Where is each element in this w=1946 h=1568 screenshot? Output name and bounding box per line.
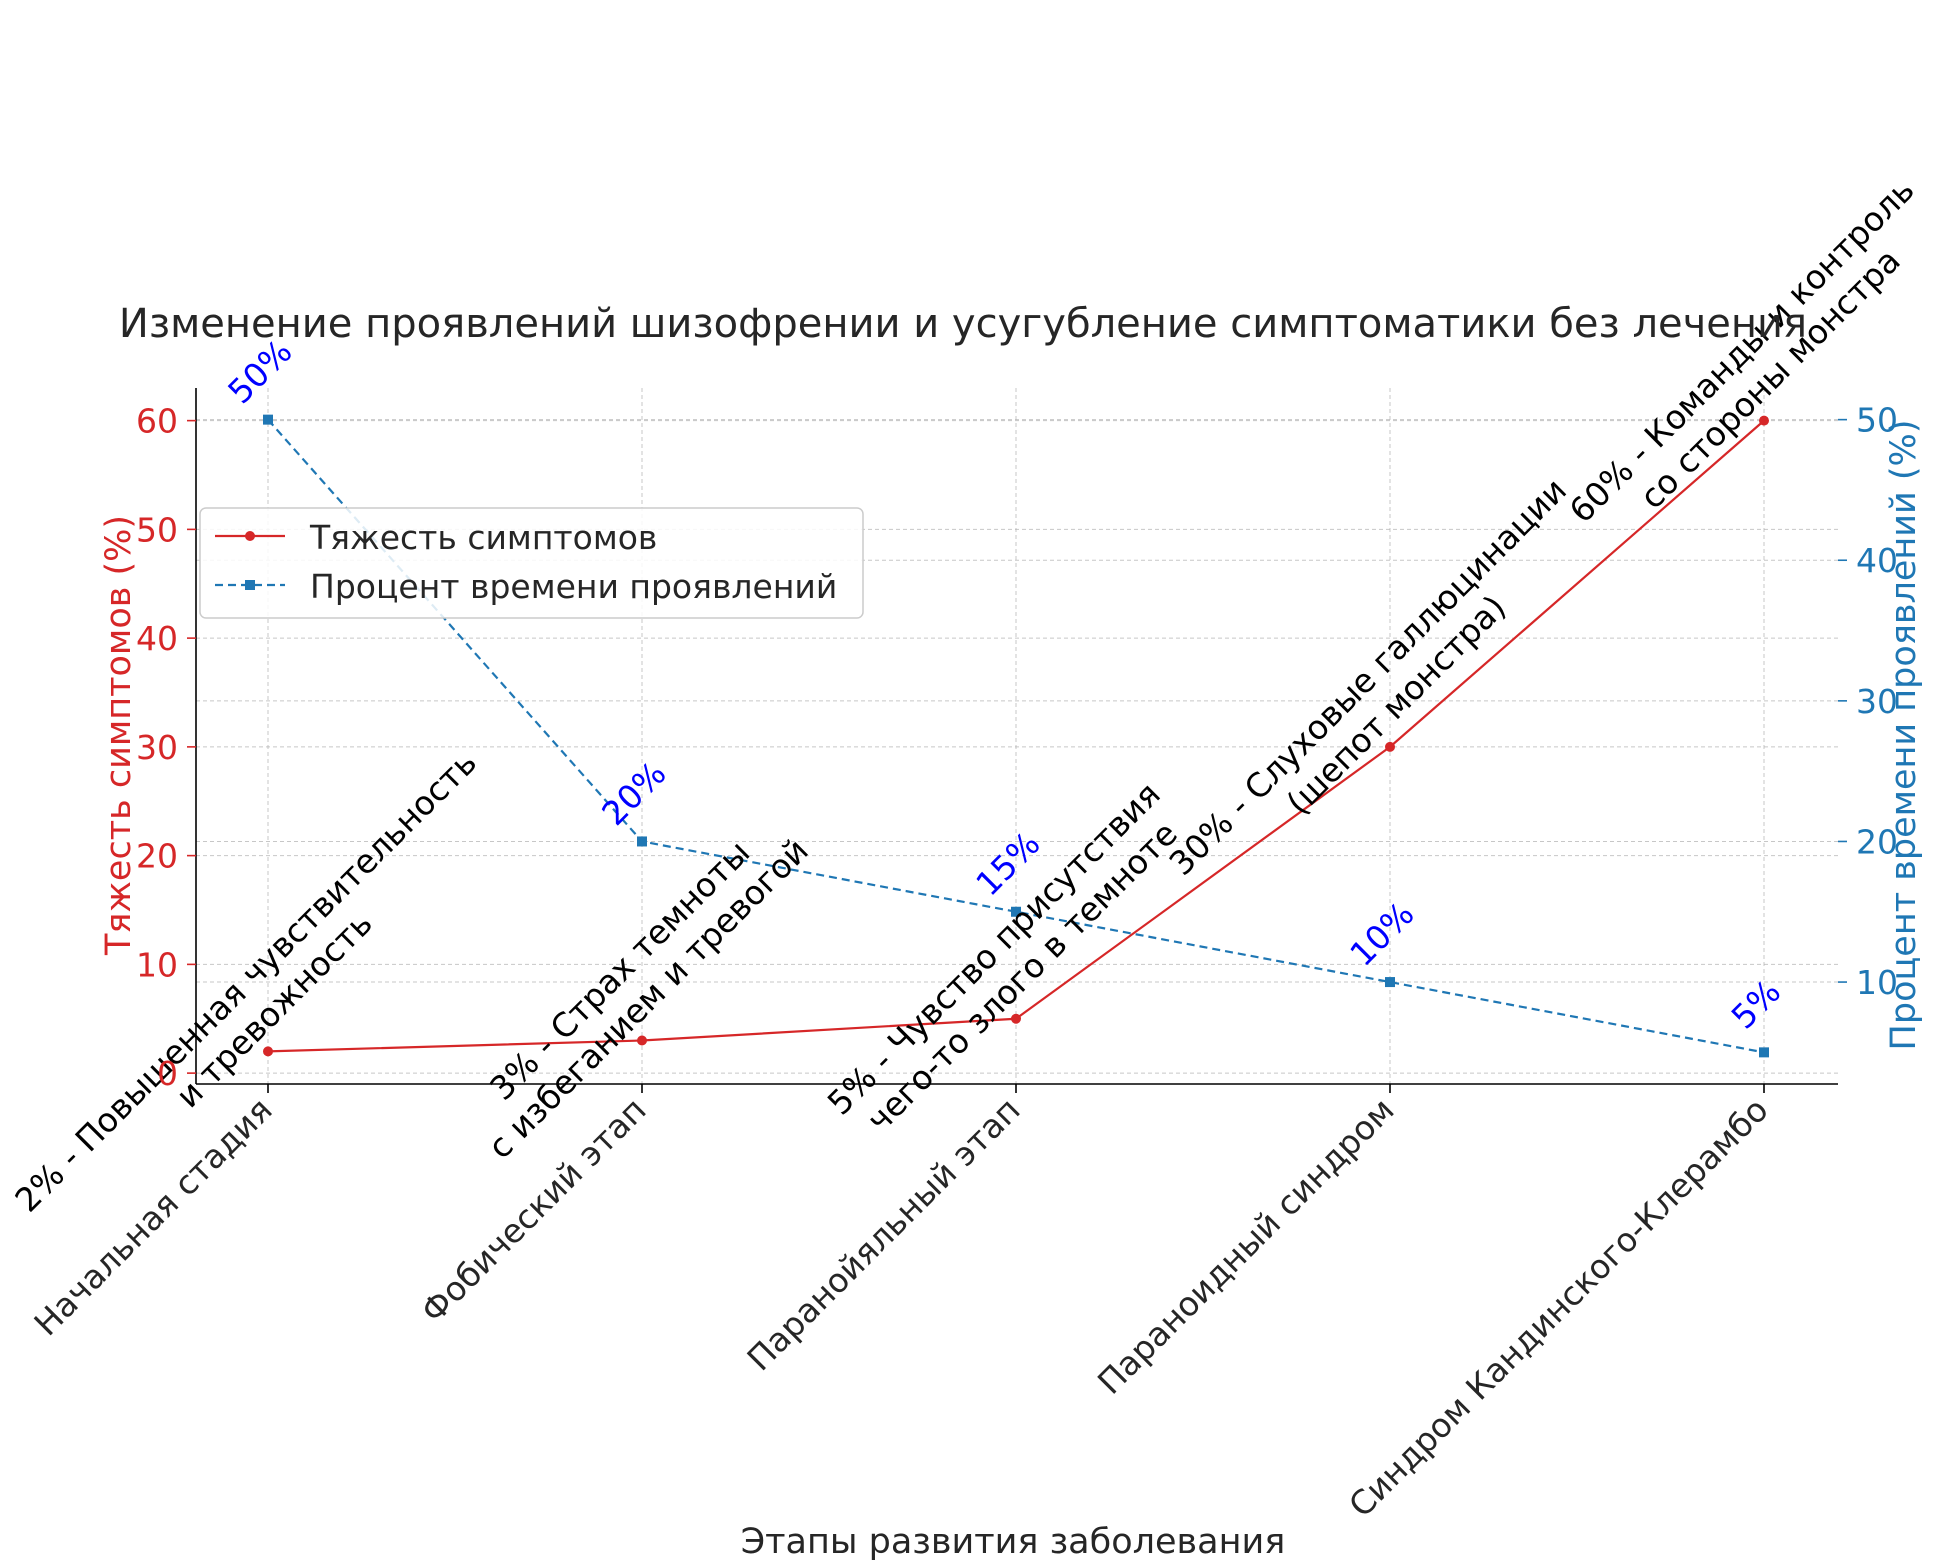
- y-axis-right-label: Процент времени проявлений (%): [1884, 420, 1924, 1051]
- x-tick-label: Синдром Кандинского-Клерамбо: [1341, 1090, 1776, 1525]
- data-point-severity: [637, 1035, 647, 1046]
- grid: [196, 388, 1838, 1084]
- y-left-tick-label: 60: [136, 402, 178, 441]
- legend-frame: [199, 507, 864, 619]
- annotation-line: 5% - Чувство присутствия: [820, 774, 1168, 1122]
- x-axis-label: Этапы развития заболевания: [741, 1522, 1286, 1562]
- time-data-label: 10%: [1342, 894, 1421, 973]
- y-left-tick-label: 50: [136, 510, 178, 549]
- legend-label-severity: Тяжесть симптомов: [309, 518, 657, 557]
- y-axis-left-label: Тяжесть симптомов (%): [99, 515, 139, 956]
- plot-area: [263, 414, 1769, 1058]
- legend: Тяжесть симптомов Процент времени проявл…: [199, 507, 864, 619]
- annotation-line: 60% - Команды и контроль: [1562, 170, 1922, 530]
- data-point-time: [1759, 1047, 1769, 1058]
- y-right-tick-label: 20: [1856, 822, 1898, 861]
- severity-annotation: 30% - Слуховые галлюцинации(шепот монстр…: [1161, 470, 1602, 911]
- severity-annotation: 5% - Чувство присутствиячего-то злого в …: [820, 774, 1196, 1150]
- x-tick-label: Параноидный синдром: [1090, 1090, 1402, 1402]
- annotation-line: 30% - Слуховые галлюцинации: [1161, 470, 1574, 883]
- legend-marker-severity: [245, 531, 255, 541]
- y-left-tick-label: 20: [136, 837, 178, 876]
- data-point-severity: [263, 1046, 273, 1057]
- y-left-tick-label: 30: [136, 728, 178, 767]
- data-point-time: [1385, 977, 1395, 988]
- y-left-tick-label: 40: [136, 619, 178, 658]
- y-right-tick-label: 10: [1856, 963, 1898, 1002]
- data-point-time: [263, 414, 273, 425]
- data-point-severity: [1011, 1013, 1021, 1024]
- legend-marker-time: [245, 580, 255, 590]
- y-right-tick-label: 40: [1856, 541, 1898, 580]
- data-point-time: [637, 836, 647, 847]
- annotation-line: со стороны монстра: [1632, 241, 1908, 517]
- chart-title: Изменение проявлений шизофрении и усугуб…: [119, 301, 1807, 347]
- data-point-severity: [1385, 741, 1395, 752]
- data-point-time: [1011, 906, 1021, 917]
- time-data-label: 20%: [594, 754, 673, 833]
- data-point-severity: [1759, 415, 1769, 426]
- y-left-tick-label: 10: [136, 945, 178, 984]
- annotation-line: 3% - Страх темноты: [482, 833, 757, 1108]
- y-right-tick-label: 30: [1856, 682, 1898, 721]
- x-tick-label: Начальная стадия: [26, 1090, 279, 1343]
- legend-label-time: Процент времени проявлений: [310, 567, 837, 606]
- y-right-tick-label: 50: [1856, 401, 1898, 440]
- severity-annotation: 2% - Повышенная чувствительностьи тревож…: [7, 743, 512, 1248]
- y-left-tick-label: 0: [157, 1054, 178, 1093]
